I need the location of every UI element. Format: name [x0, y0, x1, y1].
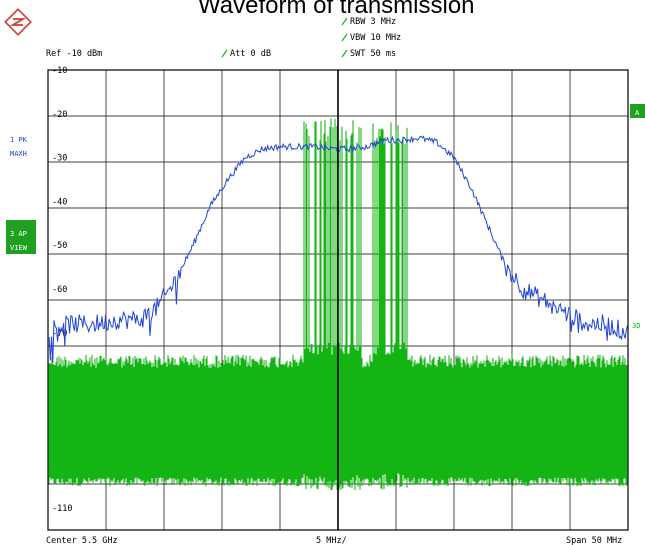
- rbw-coupling-icon: [341, 17, 348, 26]
- y-tick-label: -60: [52, 285, 67, 295]
- y-tick-label: -30: [52, 154, 67, 164]
- frequency-per-division: 5 MHz/: [316, 536, 347, 545]
- y-tick-label: -40: [52, 197, 67, 207]
- y-tick-label: -50: [52, 241, 67, 251]
- settings-header: RBW 3 MHz VBW 10 MHz SWT 50 ms Ref -10 d…: [46, 17, 401, 59]
- marker-a-badge: A: [630, 104, 645, 118]
- svg-text:MAXH: MAXH: [10, 150, 27, 158]
- center-frequency: Center 5.5 GHz: [46, 536, 118, 545]
- swt-setting: SWT 50 ms: [350, 49, 396, 59]
- y-tick-label: -110: [52, 504, 72, 514]
- trace-3-ap-view: [48, 118, 628, 491]
- att-coupling-icon: [221, 49, 228, 58]
- chart-title: Waveform of transmission: [198, 0, 475, 19]
- vbw-coupling-icon: [341, 33, 348, 42]
- y-tick-label: -10: [52, 66, 67, 76]
- vbw-setting: VBW 10 MHz: [350, 33, 401, 43]
- rbw-setting: RBW 3 MHz: [350, 17, 396, 27]
- ref-level: Ref -10 dBm: [46, 49, 102, 59]
- svg-text:3 AP: 3 AP: [10, 230, 27, 238]
- trace1-label: 1 PK MAXH: [10, 136, 28, 158]
- svg-text:VIEW: VIEW: [10, 244, 28, 252]
- trace3-badge: 3 AP VIEW: [6, 220, 36, 254]
- attenuation: Att 0 dB: [230, 49, 271, 59]
- svg-text:1 PK: 1 PK: [10, 136, 28, 144]
- svg-text:A: A: [635, 109, 640, 117]
- swt-coupling-icon: [341, 49, 348, 58]
- rohde-schwarz-logo-icon: [4, 8, 32, 36]
- trace-3-noise-strokes: [48, 118, 628, 491]
- y-tick-labels: -10 -20 -30 -40 -50 -60 -70 -110: [52, 66, 72, 514]
- frequency-span: Span 50 MHz: [566, 536, 622, 545]
- y-tick-label: -70: [52, 329, 67, 339]
- y-tick-label: -20: [52, 110, 67, 120]
- marker-3db-label: 3D: [632, 322, 640, 330]
